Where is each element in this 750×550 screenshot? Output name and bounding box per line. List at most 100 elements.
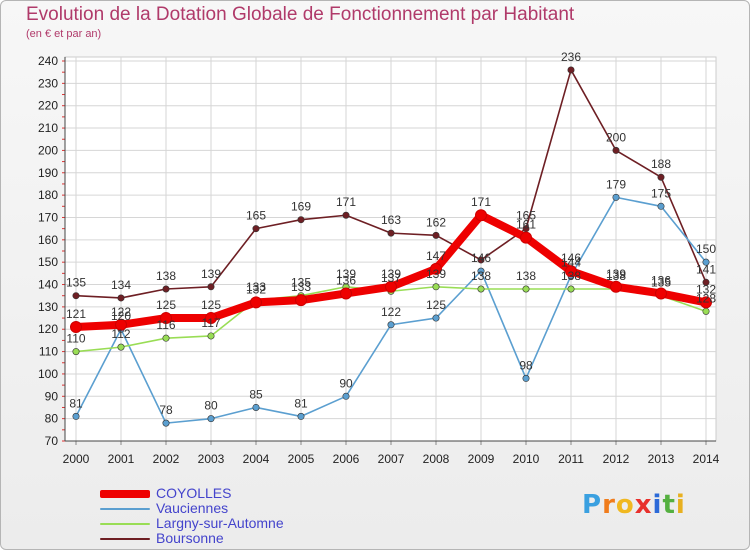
logo-letter: t (662, 490, 676, 520)
logo-letter: i (652, 490, 663, 520)
data-label: 112 (111, 327, 130, 341)
data-label: 138 (156, 269, 176, 283)
legend-label: Largny-sur-Automne (156, 515, 284, 531)
data-label: 179 (606, 177, 626, 191)
data-label: 137 (381, 271, 401, 285)
data-point (655, 287, 667, 300)
data-point (160, 312, 172, 325)
legend-swatch (100, 508, 150, 510)
logo-letter: r (602, 490, 616, 520)
data-label: 122 (381, 305, 401, 319)
x-tick-label: 2012 (603, 452, 630, 466)
y-tick-label: 150 (38, 255, 58, 269)
data-label: 117 (201, 316, 220, 330)
data-label: 134 (111, 278, 131, 292)
data-label: 138 (606, 269, 626, 283)
x-tick-label: 2002 (153, 452, 180, 466)
data-point (207, 332, 215, 340)
data-point (162, 285, 170, 293)
data-label: 133 (246, 280, 266, 294)
data-label: 132 (696, 282, 716, 296)
data-point (72, 348, 80, 356)
data-point (657, 202, 665, 210)
data-point (702, 258, 710, 266)
y-tick-label: 120 (38, 322, 58, 336)
data-point (387, 321, 395, 329)
logo-letter: x (634, 490, 653, 520)
x-tick-label: 2004 (243, 452, 270, 466)
data-label: 136 (651, 273, 671, 287)
data-label: 133 (291, 280, 311, 294)
data-label: 110 (66, 332, 85, 346)
data-label: 146 (561, 251, 581, 265)
y-tick-label: 180 (38, 188, 58, 202)
y-tick-label: 230 (38, 76, 58, 90)
data-label: 125 (201, 298, 221, 312)
data-label: 98 (519, 358, 533, 372)
data-label: 139 (606, 267, 626, 281)
data-label: 135 (66, 276, 86, 290)
legend-label: Vauciennes (156, 500, 229, 516)
data-label: 125 (156, 298, 176, 312)
legend-label: Boursonne (156, 530, 224, 546)
x-tick-label: 2005 (288, 452, 315, 466)
y-tick-label: 190 (38, 166, 58, 180)
data-label: 80 (204, 399, 218, 413)
data-label: 200 (606, 130, 626, 144)
data-label: 120 (111, 309, 131, 323)
data-label: 125 (426, 298, 446, 312)
data-point (432, 283, 440, 291)
data-label: 165 (246, 209, 266, 223)
data-label: 139 (201, 267, 221, 281)
y-tick-label: 90 (45, 389, 59, 403)
data-label: 136 (336, 273, 356, 287)
y-tick-label: 140 (38, 278, 58, 292)
data-point (700, 296, 712, 309)
data-point (702, 307, 710, 315)
data-point (297, 216, 305, 224)
data-point (477, 267, 485, 275)
y-tick-label: 70 (45, 434, 59, 448)
y-tick-label: 110 (39, 345, 58, 359)
x-tick-label: 2006 (333, 452, 360, 466)
data-label: 162 (426, 215, 446, 229)
data-point (340, 287, 352, 300)
data-label: 163 (381, 213, 401, 227)
data-point (477, 285, 485, 293)
data-label: 135 (651, 276, 671, 290)
data-label: 138 (471, 269, 491, 283)
data-point (567, 66, 575, 74)
data-label: 161 (516, 218, 536, 232)
data-label: 132 (246, 282, 266, 296)
data-point (522, 374, 530, 382)
legend-swatch (100, 490, 150, 498)
data-point (387, 229, 395, 237)
data-label: 175 (651, 186, 671, 200)
y-tick-label: 200 (38, 143, 58, 157)
data-point (250, 296, 262, 309)
x-tick-label: 2000 (63, 452, 90, 466)
legend-label: COYOLLES (156, 485, 232, 501)
x-tick-label: 2010 (513, 452, 540, 466)
data-point (117, 343, 125, 351)
x-tick-label: 2009 (468, 452, 495, 466)
y-tick-label: 100 (38, 367, 58, 381)
data-point (72, 292, 80, 300)
data-point (702, 278, 710, 286)
data-point (432, 314, 440, 322)
data-label: 128 (696, 291, 716, 305)
data-label: 81 (69, 396, 83, 410)
data-point (297, 412, 305, 420)
data-point (70, 321, 82, 333)
y-tick-label: 220 (38, 99, 58, 113)
data-label: 144 (561, 256, 581, 270)
data-point (477, 256, 485, 264)
data-point (252, 403, 260, 411)
data-point (207, 283, 215, 291)
data-point (207, 415, 215, 423)
data-label: 138 (561, 269, 581, 283)
data-point (117, 294, 125, 302)
data-label: 122 (111, 305, 131, 319)
data-label: 116 (156, 318, 175, 332)
